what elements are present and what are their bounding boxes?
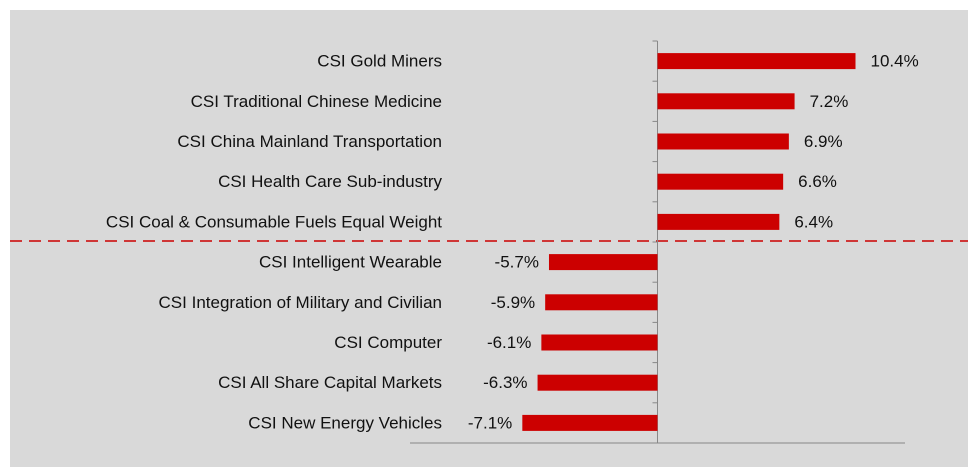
bar xyxy=(545,294,658,311)
category-label: CSI China Mainland Transportation xyxy=(177,132,442,151)
bar xyxy=(537,374,658,391)
bar xyxy=(522,414,658,431)
value-label: -5.7% xyxy=(495,253,539,272)
bar xyxy=(657,53,856,70)
value-label: 7.2% xyxy=(810,92,849,111)
value-label: 6.9% xyxy=(804,132,843,151)
category-label: CSI Integration of Military and Civilian xyxy=(159,293,442,312)
value-label: 6.4% xyxy=(794,212,833,231)
value-label: -5.9% xyxy=(491,293,535,312)
bar xyxy=(657,173,784,190)
category-label: CSI Gold Miners xyxy=(317,52,442,71)
category-label: CSI Traditional Chinese Medicine xyxy=(191,92,442,111)
bar xyxy=(657,133,789,150)
chart-background xyxy=(10,10,968,467)
value-label: 6.6% xyxy=(798,172,837,191)
bar xyxy=(657,93,795,110)
category-label: CSI Intelligent Wearable xyxy=(259,253,442,272)
value-label: -6.3% xyxy=(483,373,527,392)
bar xyxy=(548,254,658,271)
bar xyxy=(541,334,658,351)
category-label: CSI Computer xyxy=(334,333,442,352)
value-label: -7.1% xyxy=(468,413,512,432)
value-label: -6.1% xyxy=(487,333,531,352)
category-label: CSI All Share Capital Markets xyxy=(218,373,442,392)
category-label: CSI Health Care Sub-industry xyxy=(218,172,442,191)
bar xyxy=(657,213,780,230)
category-label: CSI New Energy Vehicles xyxy=(248,413,442,432)
value-label: 10.4% xyxy=(871,52,919,71)
category-label: CSI Coal & Consumable Fuels Equal Weight xyxy=(106,212,442,231)
